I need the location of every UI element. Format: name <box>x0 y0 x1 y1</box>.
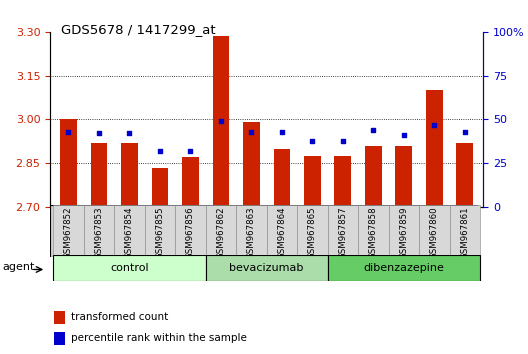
Text: control: control <box>110 263 149 273</box>
Bar <box>54 311 65 324</box>
Bar <box>145 205 175 257</box>
Text: GSM967859: GSM967859 <box>399 207 408 259</box>
Point <box>400 132 408 138</box>
Bar <box>358 205 389 257</box>
Point <box>95 131 103 136</box>
Bar <box>297 205 327 257</box>
Bar <box>53 255 206 281</box>
Point <box>308 138 317 143</box>
Text: bevacizumab: bevacizumab <box>230 263 304 273</box>
Text: GSM967865: GSM967865 <box>308 207 317 259</box>
Text: GSM967852: GSM967852 <box>64 207 73 259</box>
Bar <box>334 156 351 207</box>
Bar <box>274 149 290 207</box>
Text: agent: agent <box>3 262 35 272</box>
Text: transformed count: transformed count <box>71 312 168 322</box>
Point <box>278 129 286 135</box>
Text: GSM967862: GSM967862 <box>216 207 225 259</box>
Text: GSM967853: GSM967853 <box>95 207 103 259</box>
Bar <box>327 205 358 257</box>
Text: GSM967864: GSM967864 <box>277 207 286 259</box>
Bar <box>395 146 412 207</box>
Bar <box>327 255 480 281</box>
Point <box>430 122 439 127</box>
Bar <box>206 255 327 281</box>
Bar <box>175 205 206 257</box>
Bar <box>389 205 419 257</box>
Bar <box>419 205 449 257</box>
Text: GDS5678 / 1417299_at: GDS5678 / 1417299_at <box>61 23 215 36</box>
Text: dibenzazepine: dibenzazepine <box>363 263 444 273</box>
Point <box>338 138 347 143</box>
Bar <box>236 205 267 257</box>
Bar <box>243 122 260 207</box>
Text: GSM967858: GSM967858 <box>369 207 378 259</box>
Bar <box>114 205 145 257</box>
Bar <box>54 332 65 345</box>
Point <box>186 148 195 154</box>
Text: GSM967863: GSM967863 <box>247 207 256 259</box>
Text: GSM967860: GSM967860 <box>430 207 439 259</box>
Bar <box>53 205 84 257</box>
Point <box>156 148 164 154</box>
Bar <box>60 120 77 207</box>
Point <box>125 131 134 136</box>
Point <box>369 127 378 133</box>
Bar <box>365 146 382 207</box>
Bar <box>152 168 168 207</box>
Bar <box>267 205 297 257</box>
Text: GSM967854: GSM967854 <box>125 207 134 259</box>
Bar <box>426 90 442 207</box>
Bar <box>206 205 236 257</box>
Text: GSM967857: GSM967857 <box>338 207 347 259</box>
Text: GSM967855: GSM967855 <box>155 207 164 259</box>
Bar <box>449 205 480 257</box>
Text: GSM967861: GSM967861 <box>460 207 469 259</box>
Bar <box>182 158 199 207</box>
Bar <box>121 143 138 207</box>
Bar <box>212 36 229 207</box>
Point <box>247 129 256 135</box>
Point <box>460 129 469 135</box>
Text: percentile rank within the sample: percentile rank within the sample <box>71 333 247 343</box>
Bar <box>304 156 321 207</box>
Point <box>216 118 225 124</box>
Point <box>64 129 73 135</box>
Bar <box>456 143 473 207</box>
Bar <box>91 143 107 207</box>
Text: GSM967856: GSM967856 <box>186 207 195 259</box>
Bar <box>84 205 114 257</box>
